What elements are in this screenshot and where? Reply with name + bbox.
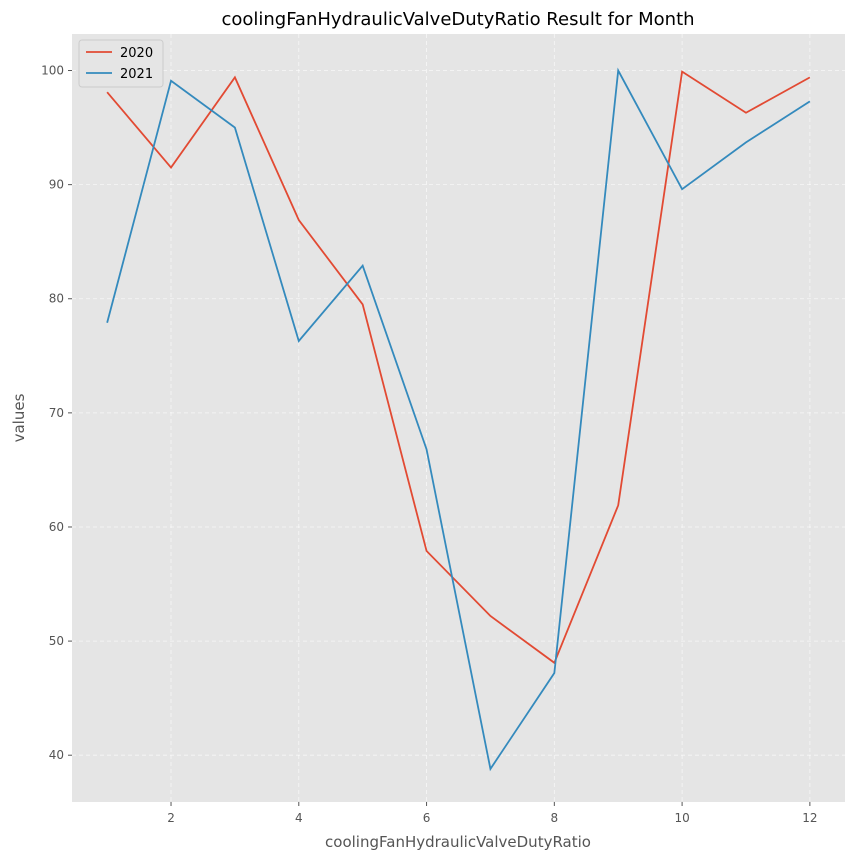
y-tick-label: 50 — [49, 634, 64, 648]
legend-label-2020: 2020 — [120, 46, 153, 61]
y-tick-label: 70 — [49, 406, 64, 420]
x-axis-label: coolingFanHydraulicValveDutyRatio — [325, 833, 591, 851]
x-tick-label: 4 — [295, 811, 303, 825]
y-tick-label: 80 — [49, 292, 64, 306]
series-line-2020 — [106, 70, 811, 665]
series-lines — [106, 67, 811, 772]
plot-area — [72, 34, 845, 802]
x-tick-label: 2 — [167, 811, 175, 825]
y-tick-label: 90 — [49, 178, 64, 192]
x-tick-label: 8 — [551, 811, 559, 825]
x-tick-label: 10 — [674, 811, 689, 825]
x-tick-label: 12 — [802, 811, 817, 825]
chart-title: coolingFanHydraulicValveDutyRatio Result… — [221, 9, 694, 30]
grid-lines — [72, 34, 845, 802]
x-tick-label: 6 — [423, 811, 431, 825]
series-line-2021 — [106, 67, 811, 772]
y-tick-label: 40 — [49, 748, 64, 762]
y-axis-label: values — [10, 393, 28, 442]
y-tick-label: 100 — [41, 64, 64, 78]
legend: 2020 2021 — [78, 39, 164, 88]
x-axis-ticks: 2 4 6 8 10 12 — [167, 802, 818, 825]
y-axis-ticks: 40 50 60 70 80 90 100 — [41, 64, 72, 762]
legend-label-2021: 2021 — [120, 67, 153, 82]
y-tick-label: 60 — [49, 520, 64, 534]
